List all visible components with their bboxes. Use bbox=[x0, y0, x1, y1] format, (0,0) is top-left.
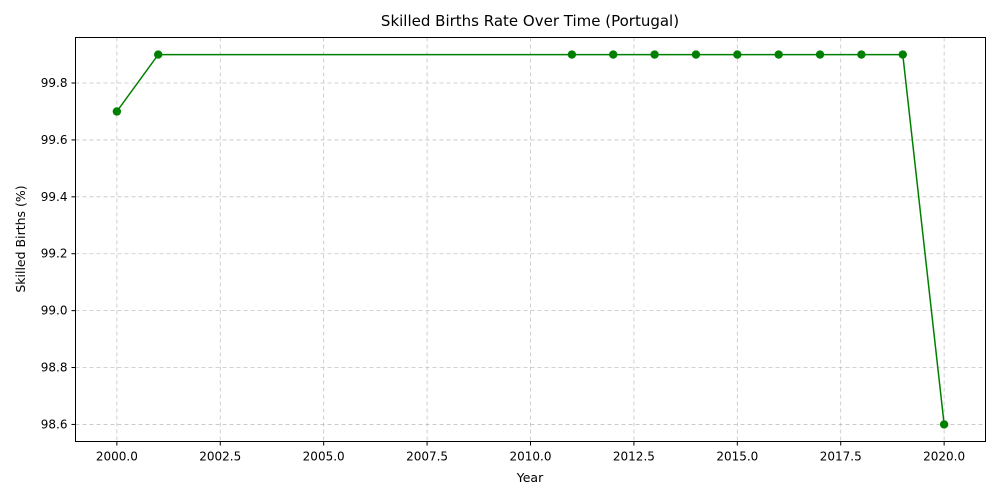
data-point bbox=[567, 50, 577, 59]
x-tick-label: 2015.0 bbox=[716, 450, 758, 464]
y-tick-label: 99.2 bbox=[41, 247, 68, 261]
x-tick-label: 2005.0 bbox=[303, 450, 345, 464]
x-tick-label: 2007.5 bbox=[406, 450, 448, 464]
data-point bbox=[898, 50, 907, 59]
data-point bbox=[691, 50, 701, 59]
x-axis-label: Year bbox=[516, 470, 544, 485]
data-point bbox=[154, 50, 163, 59]
y-tick-label: 99.6 bbox=[41, 133, 68, 147]
series-layer bbox=[112, 50, 949, 429]
data-point bbox=[774, 50, 783, 59]
data-point bbox=[815, 50, 825, 59]
y-tick-label: 99.0 bbox=[41, 304, 68, 318]
x-tick-label: 2012.5 bbox=[613, 450, 655, 464]
y-ticks: 98.6 98.8 99.0 99.2 99.4 99.6 99.8 bbox=[41, 76, 76, 431]
x-ticks: 2000.0 2002.5 2005.0 2007.5 2010.0 2012.5 2015… bbox=[96, 441, 965, 464]
x-tick-label: 2017.5 bbox=[820, 450, 862, 464]
y-tick-label: 99.4 bbox=[41, 190, 68, 204]
data-point bbox=[609, 50, 618, 59]
y-axis-label: Skilled Births (%) bbox=[13, 185, 28, 292]
data-point bbox=[112, 107, 122, 116]
y-tick-label: 98.8 bbox=[41, 361, 68, 375]
series-line bbox=[116, 53, 945, 425]
data-point bbox=[650, 50, 659, 59]
x-tick-label: 2010.0 bbox=[510, 450, 552, 464]
y-tick-label: 98.6 bbox=[41, 417, 68, 431]
data-point bbox=[939, 420, 949, 429]
chart-title: Skilled Births Rate Over Time (Portugal) bbox=[381, 12, 679, 30]
x-tick-label: 2002.5 bbox=[199, 450, 241, 464]
y-tick-label: 99.8 bbox=[41, 76, 68, 90]
x-tick-label: 2020.0 bbox=[923, 450, 965, 464]
data-point bbox=[857, 50, 866, 59]
data-point bbox=[733, 50, 742, 59]
grid bbox=[75, 37, 986, 442]
x-tick-label: 2000.0 bbox=[96, 450, 138, 464]
